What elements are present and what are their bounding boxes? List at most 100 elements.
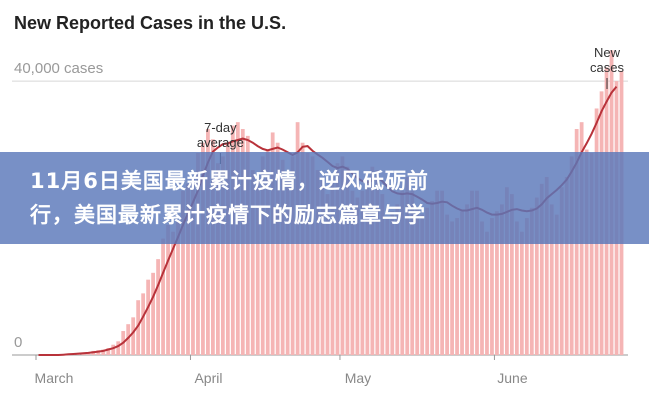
bar [430,200,435,355]
bar [211,139,215,355]
bar [470,190,474,355]
bar [584,149,589,355]
bar [340,156,345,355]
bar [245,135,250,355]
banner-text: 11月6日美国最新累计疫情，逆风砥砺前 行，美国最新累计疫情下的励志篇章与学 [30,164,630,232]
bar [455,218,459,355]
bar [480,221,484,355]
banner-line-1: 11月6日美国最新累计疫情，逆风砥砺前 [30,169,429,193]
banner-line-2: 行，美国最新累计疫情下的励志篇章与学 [30,203,426,227]
bar [325,194,330,355]
bar [539,183,544,355]
bar [505,187,509,355]
bar [310,156,315,355]
bar [405,176,410,355]
bar [156,259,160,355]
y-tick-label: 40,000 cases [14,60,103,77]
bar [345,166,350,355]
bar [375,170,380,355]
bar [131,317,136,355]
bar [445,214,449,355]
bar [519,231,524,355]
y-tick-label: 0 [14,334,22,351]
bar [559,187,564,355]
bar [460,211,464,355]
bar [509,194,514,355]
bar [106,348,111,355]
x-tick-label: June [497,370,528,386]
bar [146,279,151,355]
bar [126,324,131,355]
bar [410,190,415,355]
bar [305,152,310,355]
bar [440,190,445,355]
annotation-label: 7-day [204,120,237,135]
bar [330,176,335,355]
bar [435,190,440,355]
bar [220,156,225,355]
bar [196,152,200,355]
bar [400,190,405,355]
bar [225,142,230,355]
bar [549,204,554,355]
bar [285,176,290,355]
bar [101,349,106,355]
bar [589,152,594,355]
bar [420,214,425,355]
bar [290,156,295,355]
bar [495,211,499,355]
bar [390,211,395,355]
bar [151,272,155,355]
bar [564,176,569,355]
chart-title: New Reported Cases in the U.S. [14,13,287,33]
bar [111,344,116,355]
bar [425,207,430,355]
bar [250,170,255,355]
bar [335,163,340,355]
bar [415,207,420,355]
bar [554,214,559,355]
bar [171,231,175,355]
x-tick-label: May [345,370,371,386]
x-tick-label: March [35,370,74,386]
bar [161,238,165,355]
bar [116,341,121,355]
bar [260,156,265,355]
bar [569,156,574,355]
bar [280,159,285,355]
bar [529,207,534,355]
bar [265,149,270,355]
bar [186,183,190,355]
bar [365,180,370,355]
bar [534,197,539,355]
annotation-label: New [594,45,621,60]
bar [544,176,549,355]
annotation-label: cases [590,60,624,75]
bar [370,166,375,355]
bar [300,142,305,355]
bar [355,197,360,355]
bar [181,190,185,355]
bar [490,218,494,355]
annotation-label: average [197,135,244,150]
bar [395,204,400,355]
bar [176,221,180,355]
bar [500,204,504,355]
bar [255,176,260,355]
bar [320,180,325,355]
bar [166,224,170,355]
bar [350,190,355,355]
bar [465,204,469,355]
bar [201,142,205,355]
bar [514,221,519,355]
bar [141,293,146,355]
bar [360,190,365,355]
bar [380,194,385,355]
bar [215,163,220,355]
bar [485,231,489,355]
bar [385,218,390,355]
bar [315,170,320,355]
bar [450,221,454,355]
bar [191,176,195,355]
bar [136,300,141,355]
